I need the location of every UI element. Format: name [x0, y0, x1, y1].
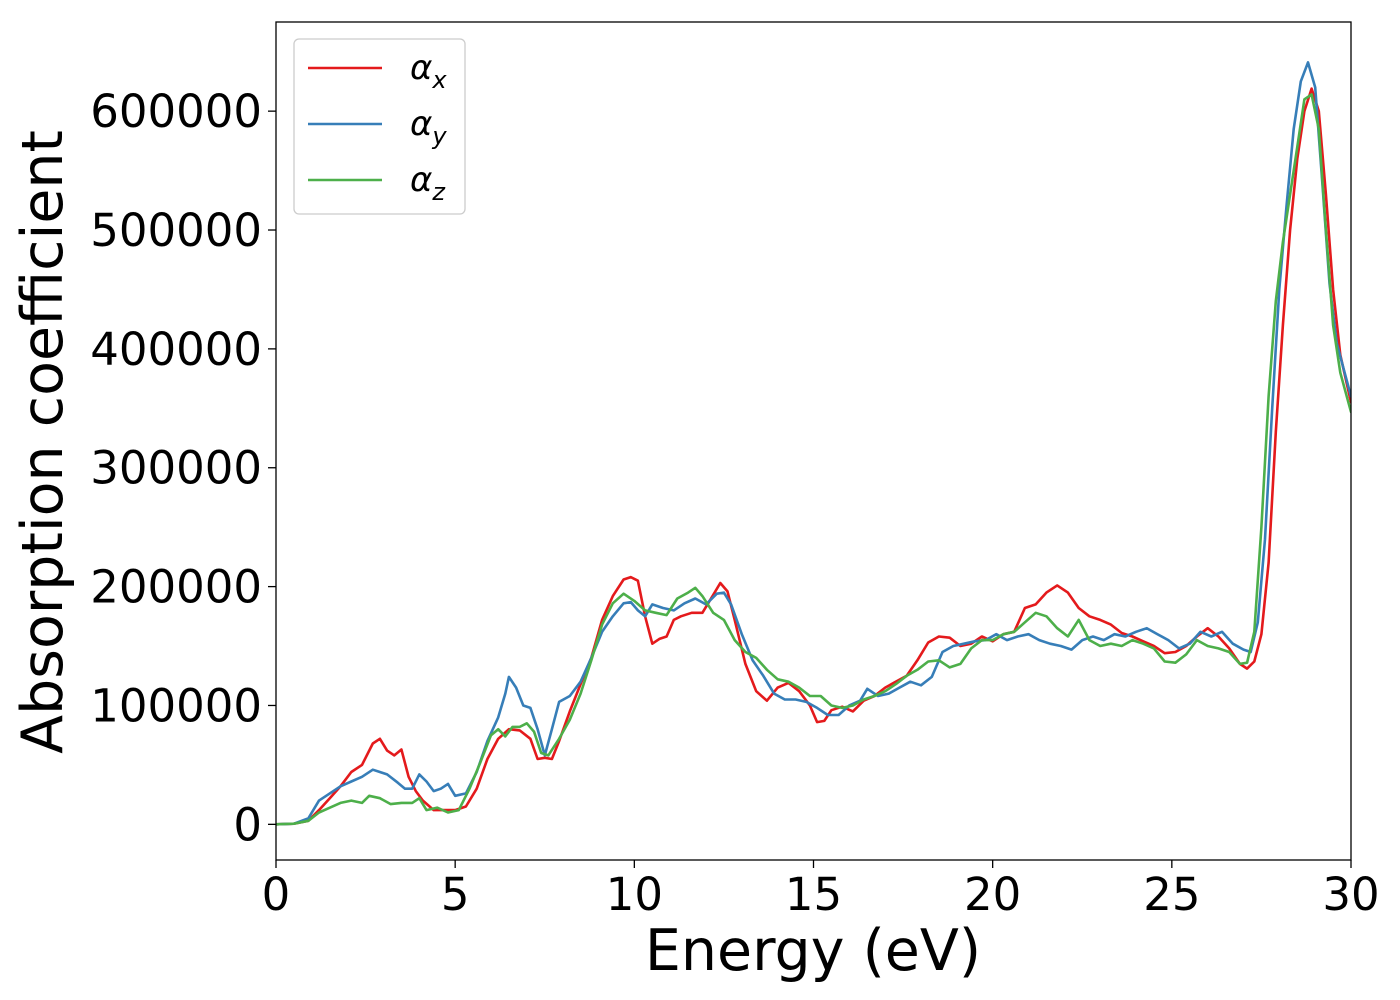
x-tick-label: 5: [441, 868, 470, 921]
series-lines: [276, 61, 1351, 826]
x-tick-label: 30: [1322, 868, 1379, 921]
x-tick-label: 0: [262, 868, 291, 921]
y-tick-label: 400000: [90, 323, 262, 376]
legend-box: [293, 38, 466, 215]
legend-label-alpha-z: αz: [410, 160, 446, 206]
x-tick-label: 15: [785, 868, 842, 921]
x-axis-title: Energy (eV): [645, 918, 981, 984]
y-tick-label: 200000: [90, 561, 262, 614]
series-line-alpha-y: [276, 61, 1351, 826]
x-tick-label: 20: [964, 868, 1021, 921]
legend-label-alpha-x: αx: [410, 48, 447, 94]
y-axis-ticks: 0 100000 200000 300000 400000 500000 600000: [90, 85, 276, 851]
x-axis-ticks: 0 5 10 15 20 25 30: [262, 860, 1380, 921]
y-tick-label: 100000: [90, 679, 262, 732]
legend: αx αy αz: [293, 38, 466, 215]
x-tick-label: 25: [1143, 868, 1200, 921]
series-line-alpha-z: [276, 93, 1351, 826]
y-tick-label: 500000: [90, 204, 262, 257]
y-tick-label: 600000: [90, 85, 262, 138]
y-tick-label: 300000: [90, 442, 262, 495]
y-tick-label: 0: [233, 798, 262, 851]
legend-label-alpha-y: αy: [410, 104, 447, 150]
x-tick-label: 10: [606, 868, 663, 921]
y-axis-title: Absorption coefficient: [10, 130, 76, 754]
